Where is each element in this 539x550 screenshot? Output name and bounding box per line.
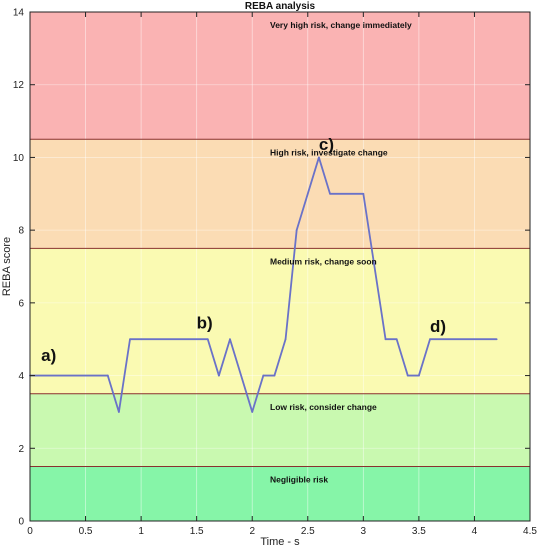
data-point <box>384 338 387 341</box>
y-tick-label: 6 <box>18 298 24 309</box>
y-tick-label: 0 <box>18 517 24 528</box>
zone-label-4: Very high risk, change immediately <box>270 20 412 30</box>
x-tick-label: 2 <box>249 526 255 537</box>
annotation-2: c) <box>319 135 334 154</box>
x-axis-label: Time - s <box>260 536 300 548</box>
x-tick-label: 1 <box>138 526 144 537</box>
data-point <box>217 374 220 377</box>
zone-labels: Negligible risk Low risk, consider change… <box>270 20 412 484</box>
data-point <box>417 374 420 377</box>
data-point <box>229 338 231 341</box>
risk-zone-3 <box>30 139 530 249</box>
data-point <box>117 411 120 413</box>
y-axis-ticks: 0 2 4 6 8 10 12 14 <box>13 8 530 528</box>
data-point <box>495 338 498 341</box>
x-tick-label: 4 <box>472 526 478 537</box>
y-tick-label: 12 <box>13 80 25 91</box>
zone-label-0: Negligible risk <box>270 474 328 484</box>
annotation-0: a) <box>41 346 56 365</box>
risk-zones <box>30 12 530 521</box>
data-point <box>206 338 209 341</box>
data-point <box>329 192 331 195</box>
chart-title: REBA analysis <box>245 1 316 12</box>
data-point <box>140 338 143 341</box>
y-tick-label: 2 <box>18 444 24 455</box>
data-point <box>406 374 409 377</box>
x-tick-label: 2.5 <box>301 526 315 537</box>
y-tick-label: 14 <box>13 8 25 19</box>
data-point <box>129 338 131 341</box>
y-axis-label: REBA score <box>1 237 13 296</box>
x-tick-label: 3.5 <box>412 526 426 537</box>
risk-zone-4 <box>30 12 530 140</box>
grid-lines <box>30 12 530 521</box>
y-tick-label: 8 <box>18 226 24 237</box>
data-point <box>429 338 431 341</box>
data-point <box>262 374 265 377</box>
x-tick-label: 3 <box>361 526 367 537</box>
annotation-1: b) <box>197 313 213 332</box>
zone-label-1: Low risk, consider change <box>270 402 377 412</box>
data-point <box>295 229 298 232</box>
zone-label-2: Medium risk, change soon <box>270 256 377 266</box>
data-point <box>362 192 365 195</box>
data-point <box>273 374 276 377</box>
y-tick-label: 10 <box>13 153 25 164</box>
x-tick-label: 4.5 <box>523 526 537 537</box>
risk-zone-2 <box>30 248 530 394</box>
zone-label-3: High risk, investigate change <box>270 147 388 157</box>
x-axis-ticks: 0 0.5 1 1.5 2 2.5 3 3.5 4 4.5 <box>27 12 537 537</box>
y-tick-label: 4 <box>18 371 24 382</box>
data-point <box>106 374 109 377</box>
x-tick-label: 0.5 <box>79 526 93 537</box>
x-tick-label: 1.5 <box>190 526 204 537</box>
data-point <box>251 411 254 413</box>
annotations: a) b) c) d) <box>41 135 446 365</box>
data-point <box>317 156 320 159</box>
plot-frame <box>29 11 531 522</box>
risk-zone-0 <box>30 466 530 521</box>
risk-zone-1 <box>30 393 530 467</box>
series-line-0 <box>30 156 497 413</box>
data-point <box>284 338 287 341</box>
x-tick-label: 0 <box>27 526 33 537</box>
data-point <box>395 338 398 341</box>
series-layer <box>29 156 498 413</box>
annotation-3: d) <box>430 317 446 336</box>
